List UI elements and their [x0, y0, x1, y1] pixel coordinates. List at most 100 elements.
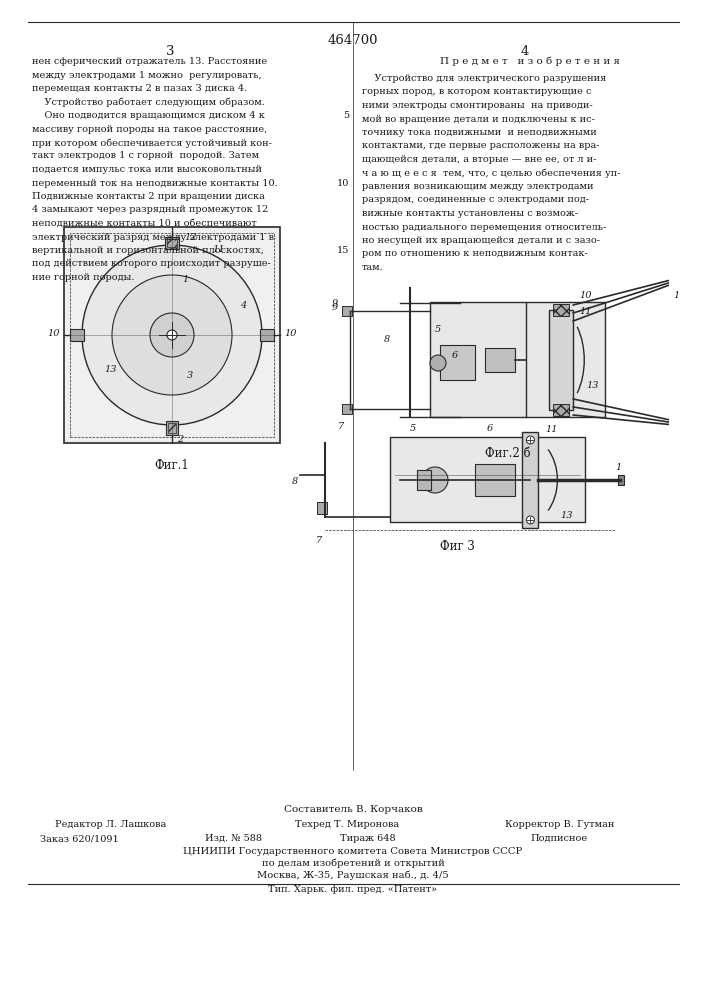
Text: 13: 13 — [105, 365, 117, 374]
Text: 15: 15 — [337, 246, 349, 255]
Text: 10: 10 — [337, 178, 349, 188]
Text: щающейся детали, а вторые — вне ее, от л и-: щающейся детали, а вторые — вне ее, от л… — [362, 155, 597, 164]
Text: 4: 4 — [521, 45, 529, 58]
Circle shape — [527, 436, 534, 444]
Text: мой во вращение детали и подключены к ис-: мой во вращение детали и подключены к ис… — [362, 114, 595, 123]
Bar — [70, 329, 84, 341]
Circle shape — [112, 275, 232, 395]
Text: 7: 7 — [316, 536, 322, 545]
Text: 8: 8 — [292, 478, 298, 487]
Text: 4: 4 — [240, 300, 246, 310]
Text: 11: 11 — [545, 426, 558, 434]
Text: 10: 10 — [579, 290, 592, 300]
Text: Тип. Харьк. фил. пред. «Патент»: Тип. Харьк. фил. пред. «Патент» — [269, 885, 438, 894]
Text: 1: 1 — [673, 290, 679, 300]
Text: 3: 3 — [165, 45, 174, 58]
Text: разрядом, соединенные с электродами под-: разрядом, соединенные с электродами под- — [362, 196, 589, 205]
Bar — [167, 239, 177, 247]
Text: Подписное: Подписное — [530, 834, 587, 843]
Bar — [430, 302, 605, 417]
Text: но несущей их вращающейся детали и с зазо-: но несущей их вращающейся детали и с заз… — [362, 236, 600, 245]
Bar — [619, 475, 624, 485]
Text: 464700: 464700 — [328, 34, 378, 47]
Text: вижные контакты установлены с возмож-: вижные контакты установлены с возмож- — [362, 209, 578, 218]
Text: равления возникающим между электродами: равления возникающим между электродами — [362, 182, 593, 191]
Circle shape — [422, 467, 448, 493]
Text: 9: 9 — [332, 304, 338, 312]
Text: Фиг.1: Фиг.1 — [155, 459, 189, 472]
Text: П р е д м е т   и з о б р е т е н и я: П р е д м е т и з о б р е т е н и я — [440, 57, 620, 66]
Text: ч а ю щ е е с я  тем, что, с целью обеспечения уп-: ч а ю щ е е с я тем, что, с целью обеспе… — [362, 168, 621, 178]
Text: 13: 13 — [561, 510, 573, 520]
Text: неподвижные контакты 10 и обеспечивают: неподвижные контакты 10 и обеспечивают — [32, 219, 257, 228]
Text: 10: 10 — [47, 328, 60, 338]
Text: Устройство работает следующим образом.: Устройство работает следующим образом. — [32, 98, 265, 107]
Text: 2: 2 — [177, 436, 183, 444]
Bar — [417, 470, 431, 490]
Text: 13: 13 — [586, 380, 599, 389]
Bar — [168, 423, 176, 433]
Text: ром по отношению к неподвижным контак-: ром по отношению к неподвижным контак- — [362, 249, 588, 258]
Text: 4 замыкают через разрядный промежуток 12: 4 замыкают через разрядный промежуток 12 — [32, 206, 269, 215]
Text: при котором обеспечивается устойчивый кон-: при котором обеспечивается устойчивый ко… — [32, 138, 272, 147]
Text: такт электродов 1 с горной  породой. Затем: такт электродов 1 с горной породой. Зате… — [32, 151, 259, 160]
Bar — [485, 348, 515, 372]
Text: 11: 11 — [579, 308, 592, 316]
Text: Техред Т. Миронова: Техред Т. Миронова — [295, 820, 399, 829]
Text: 10: 10 — [284, 328, 296, 338]
Bar — [554, 304, 569, 316]
Text: вертикальной и горизонтальной плоскостях,: вертикальной и горизонтальной плоскостях… — [32, 246, 264, 255]
Text: 1: 1 — [615, 464, 621, 473]
Bar — [342, 306, 352, 316]
Bar — [549, 310, 573, 410]
Circle shape — [150, 313, 194, 357]
Text: переменный ток на неподвижные контакты 10.: переменный ток на неподвижные контакты 1… — [32, 178, 278, 188]
Text: перемещая контакты 2 в пазах 3 диска 4.: перемещая контакты 2 в пазах 3 диска 4. — [32, 84, 247, 93]
Text: Фиг.2 б: Фиг.2 б — [485, 447, 531, 460]
Bar — [317, 502, 327, 514]
Text: Москва, Ж-35, Раушская наб., д. 4/5: Москва, Ж-35, Раушская наб., д. 4/5 — [257, 871, 449, 880]
Bar — [554, 404, 569, 416]
Text: Заказ 620/1091: Заказ 620/1091 — [40, 834, 119, 843]
Text: 1: 1 — [182, 275, 188, 284]
Circle shape — [167, 330, 177, 340]
Text: Устройство для электрического разрушения: Устройство для электрического разрушения — [362, 74, 606, 83]
Text: 12: 12 — [184, 232, 197, 241]
Text: 3: 3 — [187, 370, 193, 379]
Bar — [390, 437, 585, 522]
Circle shape — [430, 355, 446, 371]
Text: ностью радиального перемещения относитель-: ностью радиального перемещения относител… — [362, 223, 606, 232]
Text: электрический разряд между электродами 1 в: электрический разряд между электродами 1… — [32, 232, 274, 241]
Bar — [440, 345, 475, 380]
Text: по делам изобретений и открытий: по делам изобретений и открытий — [262, 859, 445, 868]
Text: ЦНИИПИ Государственного комитета Совета Министров СССР: ЦНИИПИ Государственного комитета Совета … — [183, 847, 522, 856]
Text: контактами, где первые расположены на вра-: контактами, где первые расположены на вр… — [362, 141, 600, 150]
Text: 7: 7 — [338, 422, 344, 431]
Text: Подвижные контакты 2 при вращении диска: Подвижные контакты 2 при вращении диска — [32, 192, 265, 201]
Text: 5: 5 — [435, 326, 441, 334]
Bar — [475, 464, 515, 496]
Text: между электродами 1 можно  регулировать,: между электродами 1 можно регулировать, — [32, 70, 262, 80]
Text: 6: 6 — [452, 351, 458, 360]
Text: ние горной породы.: ние горной породы. — [32, 273, 134, 282]
Text: 5: 5 — [343, 111, 349, 120]
Text: 5: 5 — [410, 424, 416, 433]
Text: горных пород, в котором контактирующие с: горных пород, в котором контактирующие с — [362, 88, 592, 97]
Text: Редактор Л. Лашкова: Редактор Л. Лашкова — [55, 820, 166, 829]
Text: массиву горной породы на такое расстояние,: массиву горной породы на такое расстояни… — [32, 124, 267, 133]
Text: Фиг 3: Фиг 3 — [440, 540, 475, 553]
Text: Составитель В. Корчаков: Составитель В. Корчаков — [284, 805, 422, 814]
Bar — [165, 237, 179, 249]
Text: Оно подводится вращающимся диском 4 к: Оно подводится вращающимся диском 4 к — [32, 111, 265, 120]
Text: 6: 6 — [487, 424, 493, 433]
Bar — [70, 233, 274, 437]
Bar — [342, 404, 352, 414]
Text: 11: 11 — [212, 245, 225, 254]
Text: точнику тока подвижными  и неподвижными: точнику тока подвижными и неподвижными — [362, 128, 597, 137]
Text: ними электроды смонтированы  на приводи-: ними электроды смонтированы на приводи- — [362, 101, 592, 110]
Text: 8: 8 — [384, 336, 390, 344]
Text: 9: 9 — [332, 298, 338, 308]
Bar — [260, 329, 274, 341]
Circle shape — [82, 245, 262, 425]
Text: Тираж 648: Тираж 648 — [340, 834, 396, 843]
